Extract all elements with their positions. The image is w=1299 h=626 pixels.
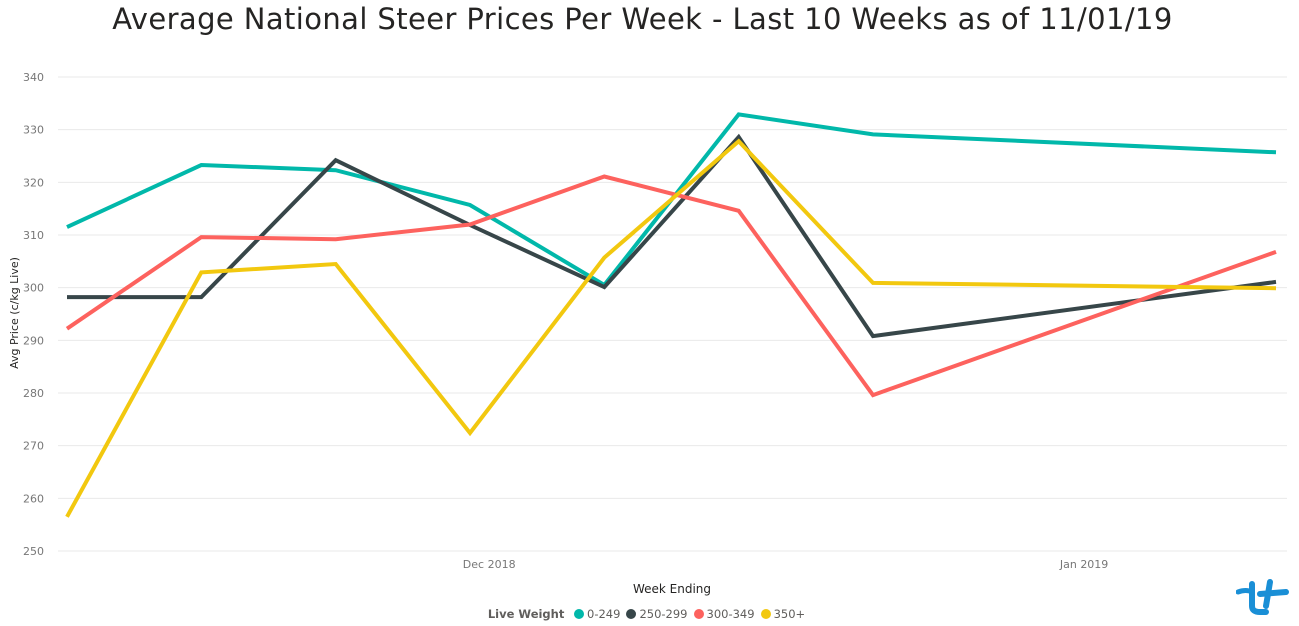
y-tick-label: 310 bbox=[23, 229, 44, 242]
legend-title: Live Weight bbox=[487, 607, 565, 621]
y-tick-label: 270 bbox=[23, 440, 44, 453]
y-tick-label: 320 bbox=[23, 176, 44, 189]
y-tick-label: 340 bbox=[23, 71, 44, 84]
series-line-250-299 bbox=[67, 133, 1277, 339]
brand-logo-icon bbox=[1236, 579, 1289, 615]
series-lines bbox=[65, 112, 1277, 518]
legend-marker-icon bbox=[693, 609, 704, 619]
x-axis-title: Week Ending bbox=[633, 582, 711, 596]
y-tick-label: 300 bbox=[23, 282, 44, 295]
y-tick-label: 280 bbox=[23, 387, 44, 400]
chart-title: Average National Steer Prices Per Week -… bbox=[112, 2, 1173, 36]
y-axis-ticks: 250 260 270 280 290 300 310 320 330 340 bbox=[23, 71, 44, 558]
legend-marker-icon bbox=[574, 609, 585, 619]
legend: Live Weight 0-249 250-299 300-349 350+ bbox=[0, 607, 1299, 621]
gridlines bbox=[58, 76, 1287, 552]
series-line-0-249 bbox=[66, 112, 1277, 288]
legend-marker-icon bbox=[760, 609, 771, 619]
legend-item-300-349[interactable]: 300-349 bbox=[693, 607, 755, 621]
legend-marker-icon bbox=[626, 609, 637, 619]
legend-label: 350+ bbox=[773, 607, 806, 621]
legend-item-0-249[interactable]: 0-249 bbox=[574, 607, 620, 621]
y-tick-label: 290 bbox=[23, 334, 44, 347]
x-tick-label: Dec 2018 bbox=[463, 558, 516, 571]
y-tick-label: 260 bbox=[23, 492, 44, 505]
legend-item-350+[interactable]: 350+ bbox=[760, 607, 806, 621]
x-tick-label: Jan 2019 bbox=[1059, 558, 1108, 571]
y-tick-label: 250 bbox=[23, 545, 44, 558]
legend-label: 250-299 bbox=[639, 607, 688, 621]
series-line-350+ bbox=[65, 138, 1277, 518]
y-tick-label: 330 bbox=[23, 124, 44, 137]
y-axis-title: Avg Price (c/kg Live) bbox=[8, 257, 21, 369]
x-axis-ticks: Dec 2018 Jan 2019 bbox=[463, 558, 1109, 571]
series-line-300-349 bbox=[65, 174, 1277, 398]
legend-item-250-299[interactable]: 250-299 bbox=[626, 607, 688, 621]
legend-label: 300-349 bbox=[706, 607, 755, 621]
legend-label: 0-249 bbox=[587, 607, 621, 621]
